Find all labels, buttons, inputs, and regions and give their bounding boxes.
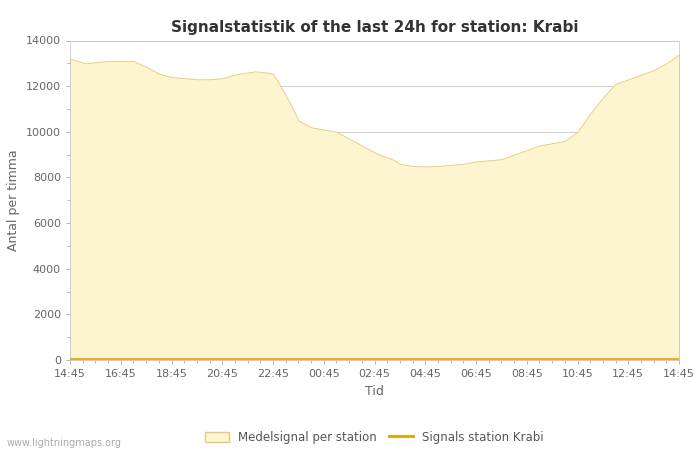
Legend: Medelsignal per station, Signals station Krabi: Medelsignal per station, Signals station…	[199, 425, 550, 450]
Text: www.lightningmaps.org: www.lightningmaps.org	[7, 438, 122, 448]
X-axis label: Tid: Tid	[365, 385, 384, 398]
Title: Signalstatistik of the last 24h for station: Krabi: Signalstatistik of the last 24h for stat…	[171, 20, 578, 35]
Y-axis label: Antal per timma: Antal per timma	[7, 149, 20, 251]
